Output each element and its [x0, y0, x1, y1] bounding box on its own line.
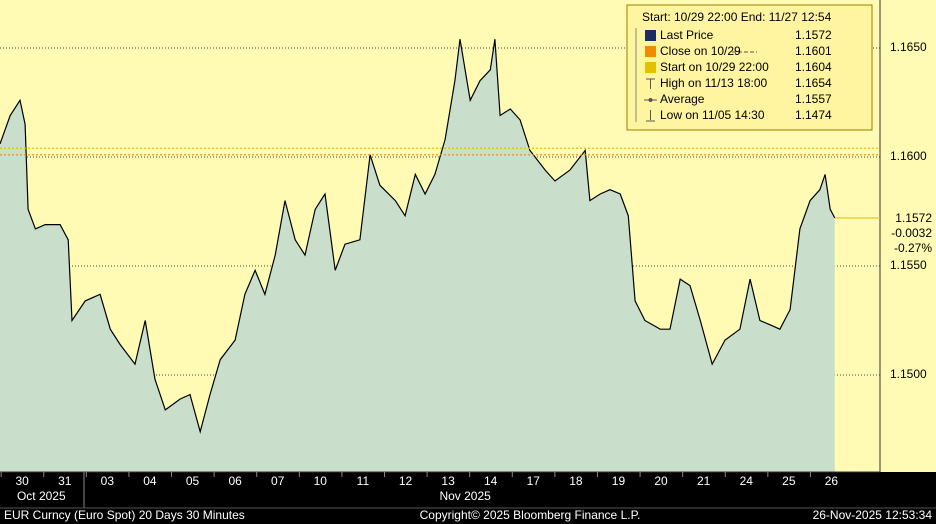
y-tick-label: 1.1550 [890, 258, 927, 272]
x-tick-label: 04 [143, 474, 157, 488]
x-tick-label: 19 [612, 474, 626, 488]
legend-value: 1.1604 [795, 60, 832, 74]
legend-icon [646, 78, 655, 89]
area-fill [0, 39, 835, 472]
last-change: -0.0032 [891, 226, 932, 240]
legend-value: 1.1474 [795, 108, 832, 122]
legend-value: 1.1572 [795, 28, 832, 42]
last-change-pct: -0.27% [894, 241, 932, 255]
legend-label: Low on 11/05 14:30 [660, 108, 765, 122]
x-tick-label: 24 [740, 474, 754, 488]
legend-label: High on 11/13 18:00 [660, 76, 768, 90]
x-tick-label: 31 [58, 474, 72, 488]
legend-value: 1.1601 [795, 44, 832, 58]
x-tick-label: 06 [228, 474, 242, 488]
legend: Start: 10/29 22:00 End: 11/27 12:54 Last… [626, 4, 873, 131]
footer-right: 26-Nov-2025 12:53:34 [813, 508, 933, 522]
month-label: Oct 2025 [17, 489, 66, 503]
legend-label: Close on 10/29 [660, 44, 741, 58]
y-tick-label: 1.1600 [890, 149, 927, 163]
legend-swatch [645, 46, 656, 57]
x-tick-label: 11 [357, 474, 370, 488]
x-tick-label: 18 [569, 474, 583, 488]
x-tick-label: 14 [484, 474, 498, 488]
x-tick-label: 17 [527, 474, 541, 488]
x-tick-label: 20 [654, 474, 668, 488]
legend-box [626, 4, 873, 131]
x-tick-label: 25 [782, 474, 796, 488]
x-tick-label: 10 [314, 474, 328, 488]
x-tick-label: 03 [101, 474, 115, 488]
legend-header: Start: 10/29 22:00 End: 11/27 12:54 [642, 10, 832, 24]
x-tick-label: 12 [399, 474, 413, 488]
axis-background [0, 472, 936, 524]
x-tick-label: 05 [186, 474, 200, 488]
x-tick-label: 13 [441, 474, 455, 488]
x-tick-label: 21 [697, 474, 711, 488]
x-tick-label: 26 [825, 474, 839, 488]
legend-swatch [645, 62, 656, 73]
legend-swatch [645, 30, 656, 41]
legend-icon [646, 110, 655, 122]
legend-label: Average [660, 92, 705, 106]
y-tick-label: 1.1650 [890, 40, 927, 54]
legend-value: 1.1557 [795, 92, 832, 106]
x-tick-label: 07 [271, 474, 285, 488]
last-price: 1.1572 [895, 211, 932, 225]
footer-center: Copyright© 2025 Bloomberg Finance L.P. [420, 508, 641, 522]
price-line [0, 39, 836, 435]
legend-value: 1.1654 [795, 76, 832, 90]
plot [0, 39, 880, 472]
legend-label: Start on 10/29 22:00 [660, 60, 769, 74]
legend-label: Last Price [660, 28, 714, 42]
last-box [882, 210, 934, 257]
y-tick-label: 1.1500 [890, 367, 927, 381]
month-label: Nov 2025 [439, 489, 491, 503]
legend-icon [648, 98, 653, 102]
x-tick-label: 30 [15, 474, 29, 488]
footer-left: EUR Curncy (Euro Spot) 20 Days 30 Minute… [4, 508, 245, 522]
